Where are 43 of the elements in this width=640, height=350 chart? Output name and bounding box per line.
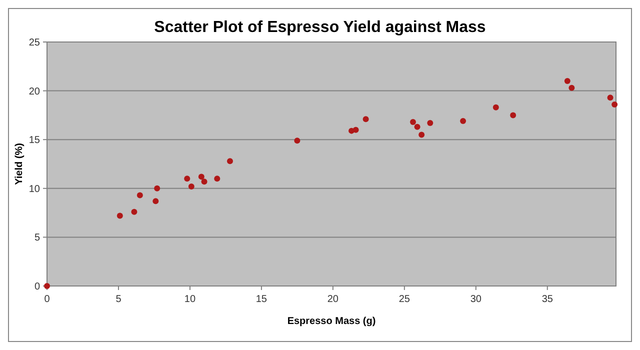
x-tick-label: 20 <box>327 294 339 305</box>
y-tick-label: 20 <box>28 86 40 98</box>
y-axis-title: Yield (%) <box>14 143 25 185</box>
point <box>198 174 204 180</box>
y-tick-label: 0 <box>34 282 40 292</box>
point <box>492 104 499 110</box>
point <box>226 158 233 164</box>
point <box>410 119 416 126</box>
point <box>294 138 300 144</box>
x-tick-label: 10 <box>184 294 196 305</box>
point <box>184 176 190 182</box>
point <box>44 283 50 289</box>
point <box>188 183 194 190</box>
point <box>564 78 570 84</box>
x-tick-label: 15 <box>256 294 268 305</box>
point <box>214 176 220 182</box>
point <box>362 116 369 122</box>
point <box>352 126 359 133</box>
x-tick-label: 35 <box>542 294 554 305</box>
chart-title: Scatter Plot of Espresso Yield against Mass <box>154 19 486 36</box>
point <box>607 94 614 101</box>
point <box>460 118 466 124</box>
y-tick-label: 5 <box>34 232 40 244</box>
point <box>418 132 425 138</box>
y-tick-label: 15 <box>28 135 40 146</box>
x-tick-label: 30 <box>470 294 482 305</box>
y-tick-label: 25 <box>28 38 40 48</box>
x-tick-label: 0 <box>44 294 50 305</box>
point <box>568 84 575 91</box>
x-axis-title: Espresso Mass (g) <box>287 316 376 327</box>
point <box>427 120 434 126</box>
point <box>201 178 208 185</box>
point <box>414 124 420 130</box>
point <box>116 212 123 219</box>
x-tick-label: 25 <box>398 294 410 305</box>
point <box>154 185 160 192</box>
y-tick-label: 10 <box>28 184 40 195</box>
point <box>510 112 516 118</box>
point <box>131 208 138 215</box>
point <box>612 101 618 108</box>
point <box>152 198 159 204</box>
x-tick-label: 5 <box>116 294 122 305</box>
point <box>136 192 143 198</box>
